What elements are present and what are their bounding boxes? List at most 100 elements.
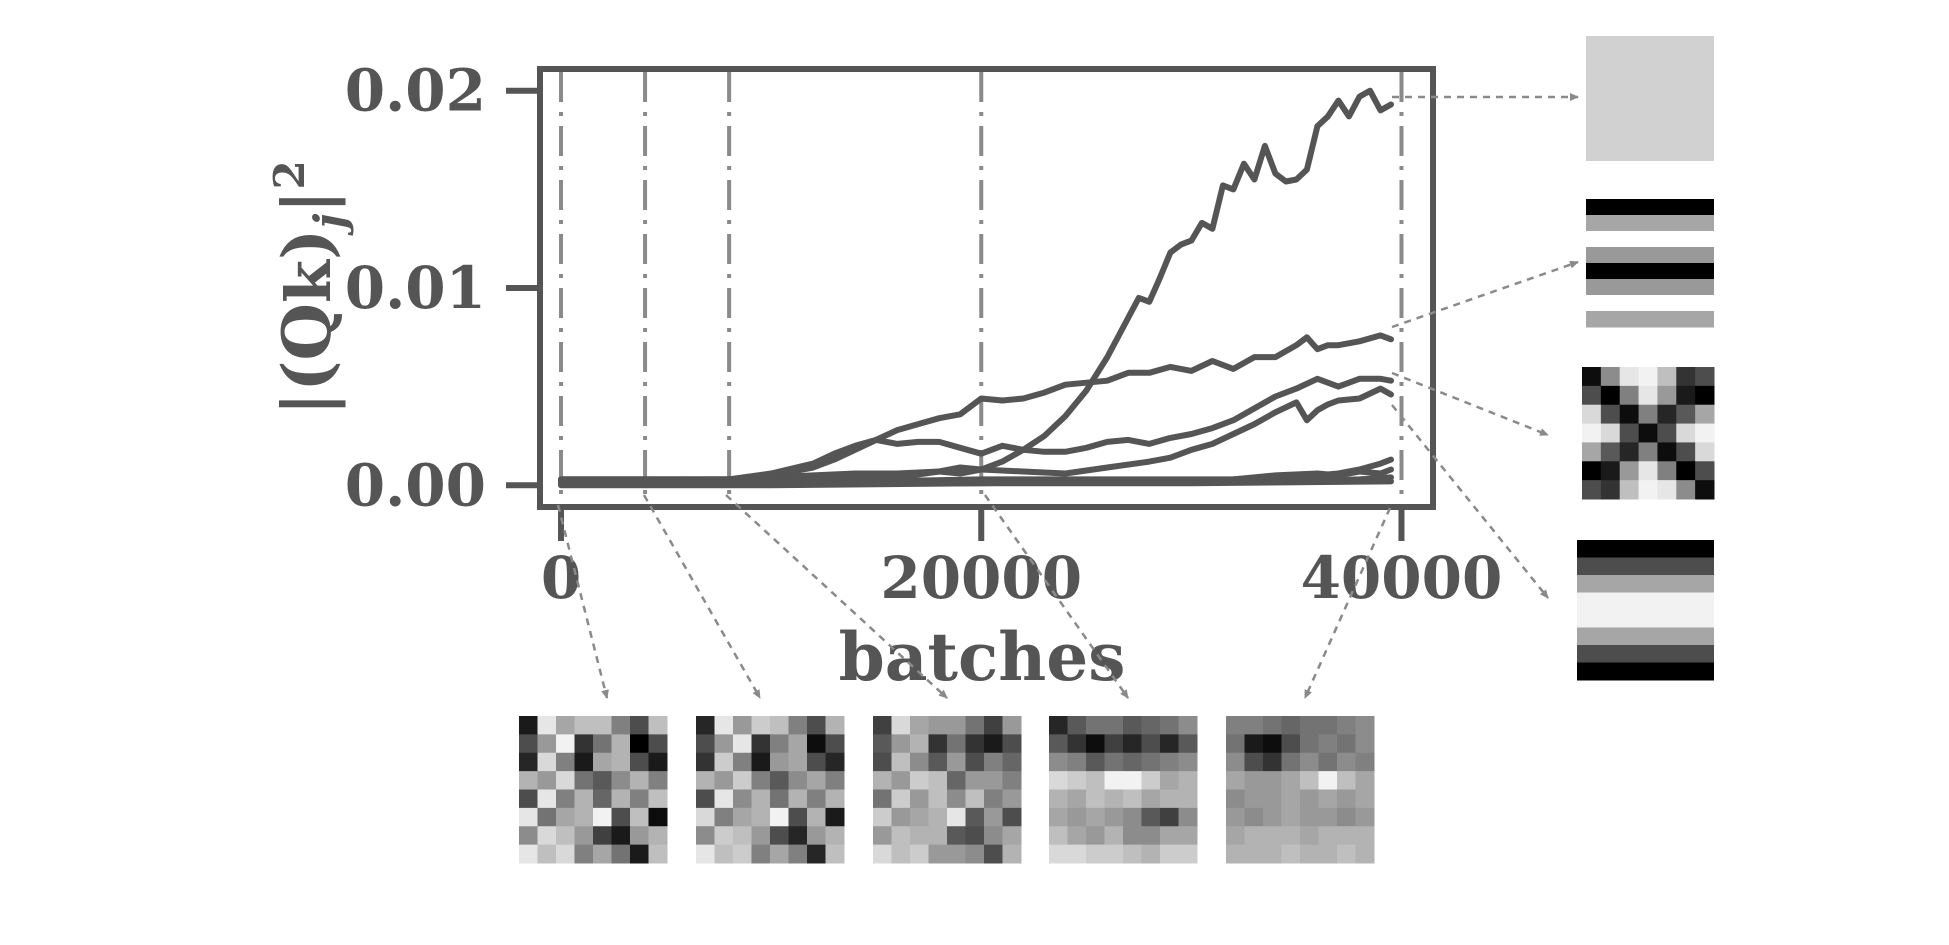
snapshot-cell [630,752,649,772]
snapshot-cell [910,844,929,864]
snapshot-cell [1318,844,1338,864]
snapshot-cell [1178,807,1198,827]
snapshot-cell [648,752,668,772]
y-tick-label-1: 0.01 [345,254,486,322]
snapshot-cell [770,716,789,735]
snapshot-cell [947,826,966,846]
snapshot-cell [714,789,734,809]
x-axis-label: batches [839,618,1126,696]
snapshot-cell [696,734,715,754]
snapshot-cell [630,826,649,846]
snapshot-cell [1318,771,1338,790]
y-tick-label-2: 0.02 [345,57,486,125]
snapshot-cell [519,789,538,809]
snapshot-cell [537,734,557,754]
weight-snapshot-1 [696,716,845,864]
mode-cell [1695,385,1715,406]
snapshot-cell [1244,716,1264,735]
snapshot-cell [733,826,752,846]
snapshot-cell [714,752,734,772]
snapshot-cell [1086,734,1105,754]
mode-cell [1657,442,1677,462]
snapshot-cell [556,771,575,790]
snapshot-cell [910,716,929,735]
snapshot-cell [537,752,557,772]
mode-cell [1695,461,1715,481]
snapshot-cell [751,734,771,754]
snapshot-cell [873,807,892,827]
snapshot-cell [825,826,845,846]
snapshot-cell [537,789,557,809]
snapshot-cell [1160,716,1179,735]
snapshot-cell [611,734,631,754]
snapshot-cell [825,771,845,790]
mode-cell [1657,461,1677,481]
mode-cell [1600,367,1621,387]
snapshot-cell [1244,844,1264,864]
snapshot-cell [1160,752,1179,772]
snapshot-cell [1049,716,1068,735]
snapshot-cell [910,752,929,772]
snapshot-cell [1355,844,1375,864]
snapshot-cell [965,826,985,846]
snapshot-cell [965,734,985,754]
snapshot-cell [788,771,808,790]
snapshot-cell [1355,716,1375,735]
snapshot-cell [751,771,771,790]
snapshot-cell [1123,789,1142,809]
snapshot-cell [984,826,1003,846]
mode-cell [1582,423,1602,443]
snapshot-cell [1104,844,1124,864]
snapshot-cell [611,752,631,772]
snapshot-cell [751,752,771,772]
snapshot-cell [751,844,771,864]
snapshot-cell [947,844,966,864]
snapshot-cell [1281,716,1301,735]
snapshot-cell [1049,734,1068,754]
snapshot-cell [1104,826,1124,846]
mode-cell [1619,385,1640,406]
mode-cell [1676,423,1696,443]
snapshot-cell [1123,771,1142,790]
mode-cell [1577,575,1714,593]
snapshot-cell [807,807,826,827]
snapshot-cell [714,807,734,827]
mode-cell [1619,480,1640,500]
snapshot-cell [928,771,948,790]
snapshot-cell [788,752,808,772]
snapshot-cell [611,716,631,735]
snapshot-cell [1226,844,1245,864]
snapshot-cell [1318,752,1338,772]
series-lines [558,87,1394,489]
snapshot-cell [770,807,789,827]
mode-cell [1586,215,1714,232]
mode-cell [1657,423,1677,443]
snapshot-cell [1244,789,1264,809]
snapshot-cell [1318,789,1338,809]
snapshot-cell [947,716,966,735]
snapshot-cell [807,826,826,846]
mode-cell [1582,442,1602,462]
snapshot-cell [574,771,594,790]
snapshot-cell [1244,807,1264,827]
snapshot-cell [891,771,911,790]
snapshot-cell [1086,789,1105,809]
snapshot-cell [1226,789,1245,809]
snapshot-cell [537,807,557,827]
snapshot-cell [825,734,845,754]
snapshot-cell [1049,771,1068,790]
snapshot-cell [1104,771,1124,790]
snapshot-cell [574,716,594,735]
mode-cell [1657,385,1677,406]
snapshot-cell [1318,826,1338,846]
vertical-marker-lines [559,72,1404,504]
snapshot-cell [1355,807,1375,827]
mode-cell [1577,557,1714,576]
snapshot-cell [519,807,538,827]
mode-cell [1657,367,1677,387]
snapshot-cell [1086,844,1105,864]
snapshot-cell [733,734,752,754]
snapshot-cell [1281,789,1301,809]
mode-cell [1586,295,1714,312]
